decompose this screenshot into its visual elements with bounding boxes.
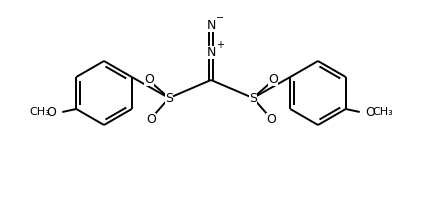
Text: −: −	[216, 13, 224, 23]
Text: S: S	[165, 91, 173, 105]
Text: O: O	[366, 106, 376, 118]
Text: N: N	[206, 46, 216, 58]
Text: N: N	[206, 18, 216, 31]
Text: O: O	[146, 112, 156, 126]
Text: S: S	[249, 91, 257, 105]
Text: CH₃: CH₃	[30, 107, 50, 117]
Text: O: O	[46, 106, 56, 118]
Text: O: O	[268, 72, 278, 86]
Text: +: +	[216, 40, 224, 50]
Text: CH₃: CH₃	[373, 107, 393, 117]
Text: O: O	[266, 112, 276, 126]
Text: O: O	[144, 72, 154, 86]
